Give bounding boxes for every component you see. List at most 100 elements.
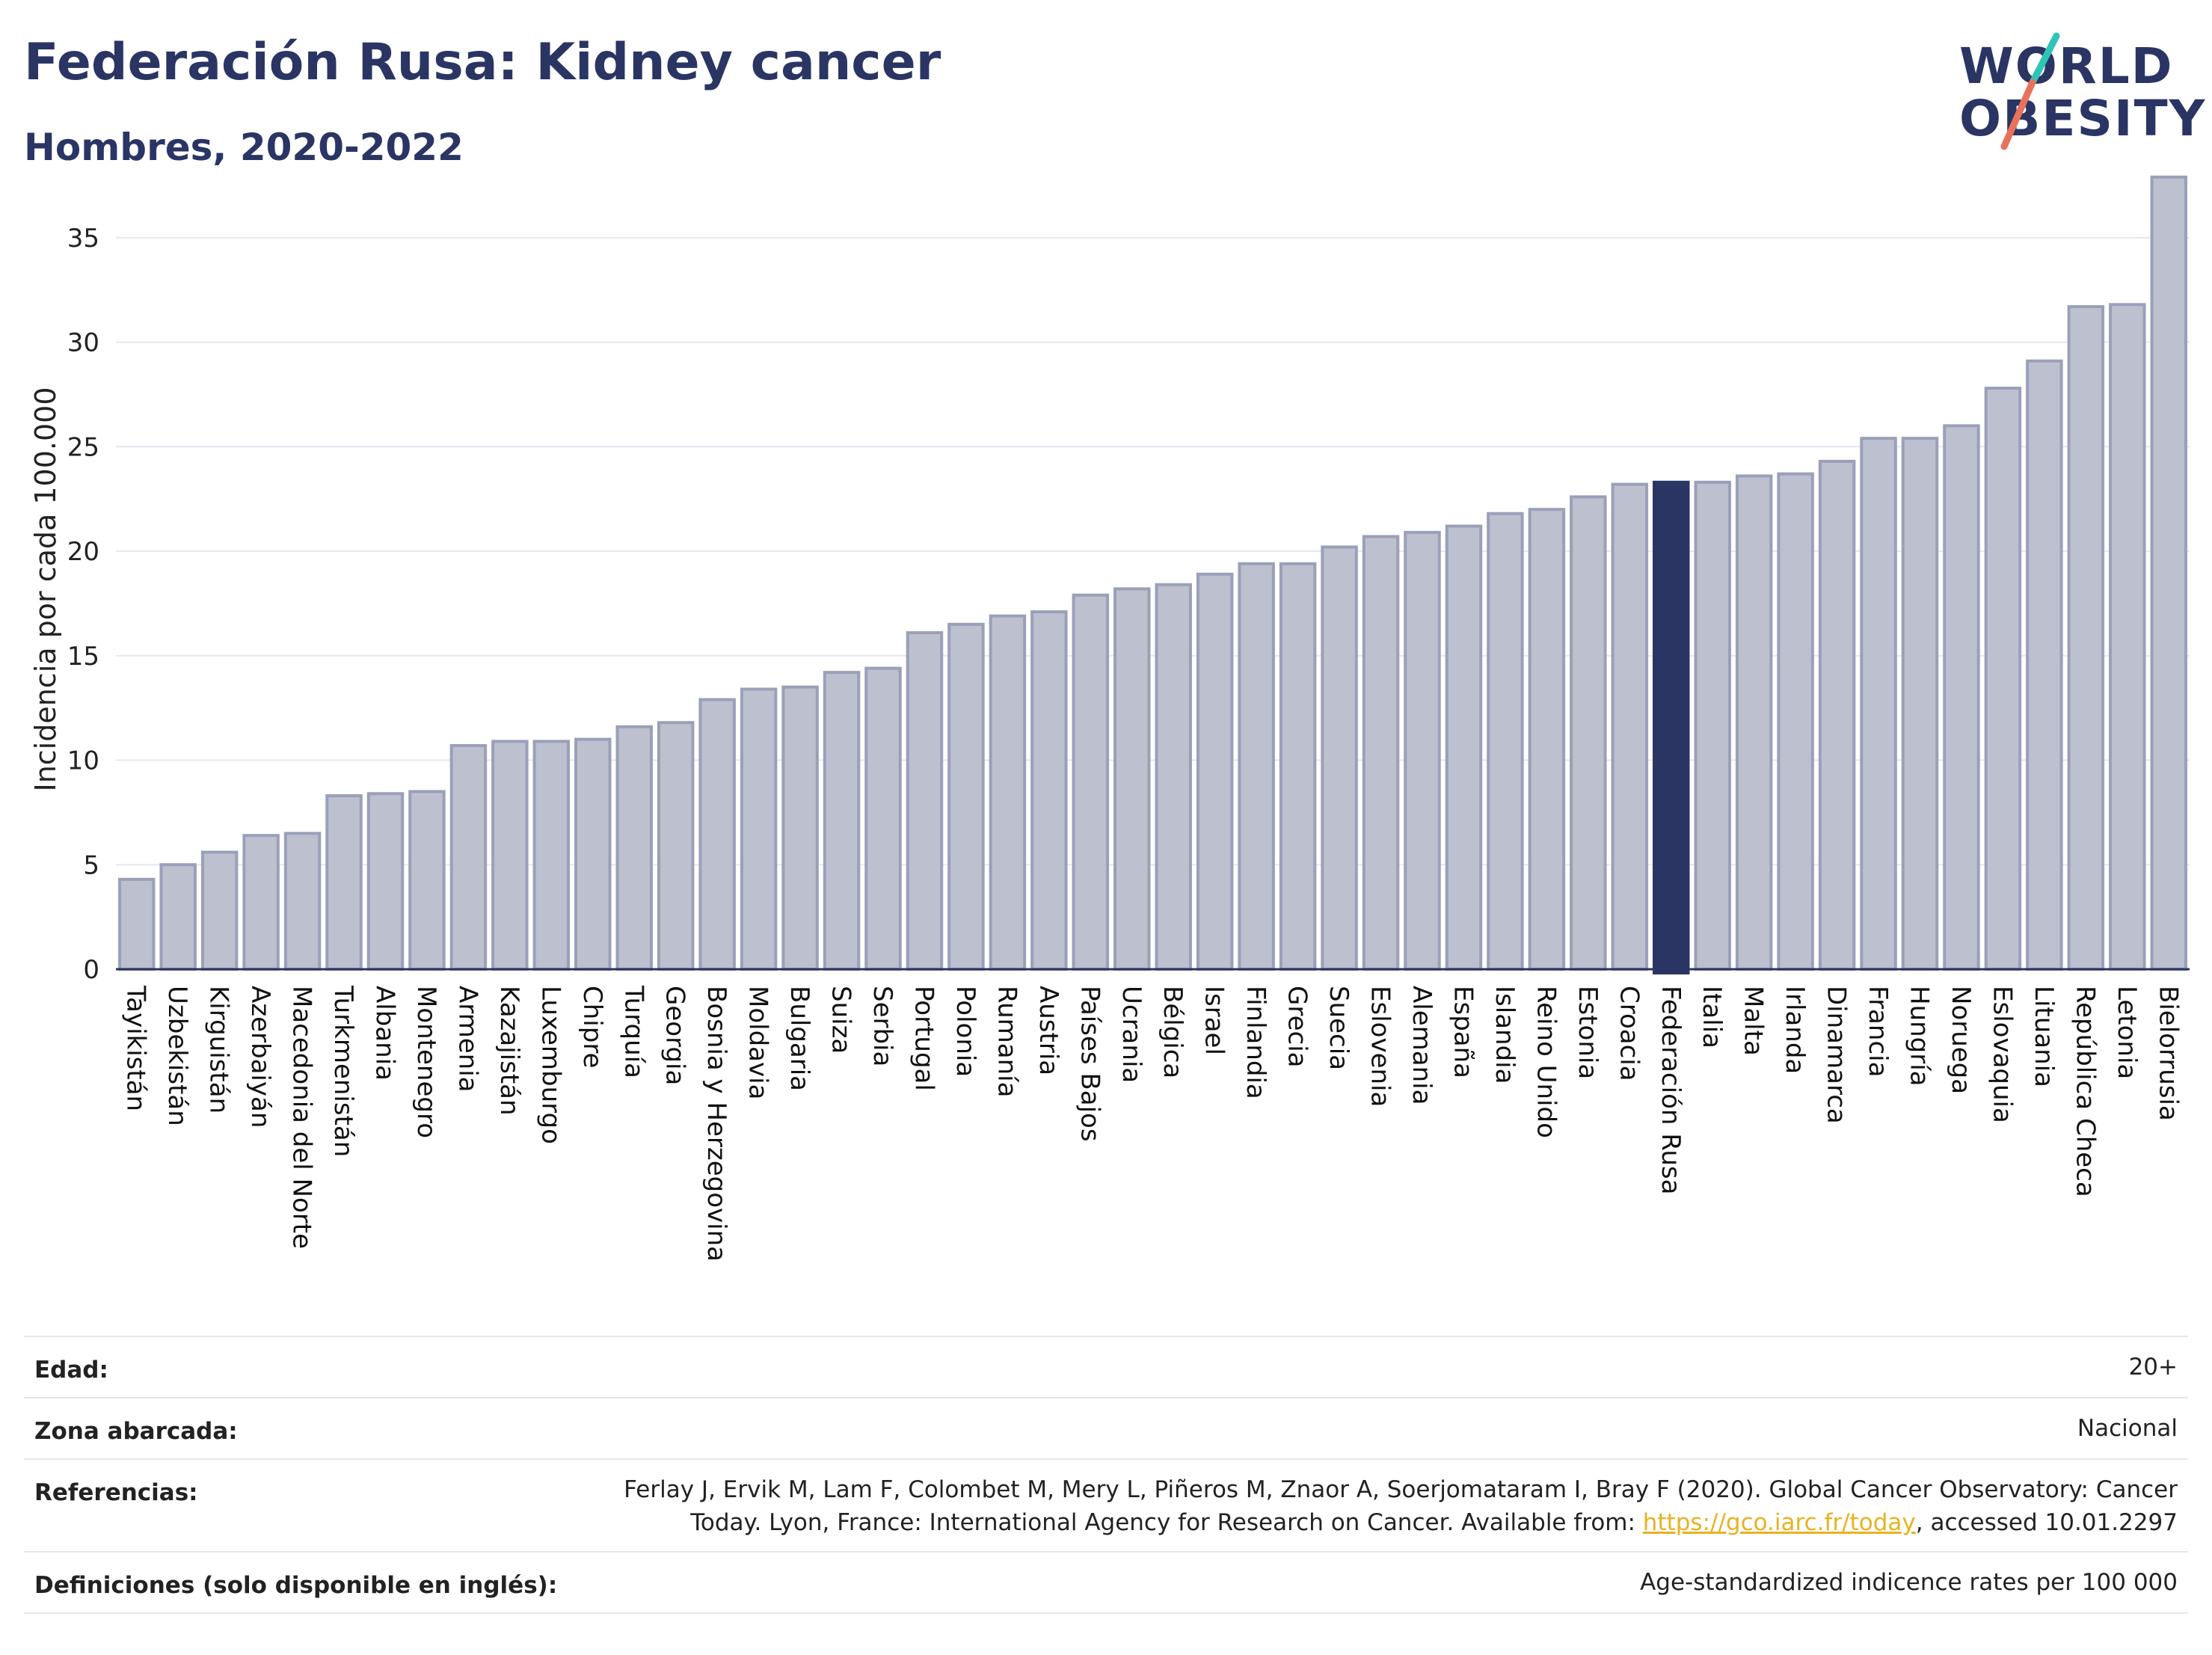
bar-rumanía xyxy=(989,614,1027,971)
y-tick-label: 25 xyxy=(67,432,99,462)
x-tick-label: Alemania xyxy=(1407,986,1437,1105)
x-tick-label: Rumanía xyxy=(992,986,1021,1097)
bar-serbia xyxy=(864,666,902,971)
bar-república-checa xyxy=(2067,305,2105,971)
y-tick-label: 10 xyxy=(67,746,99,776)
bar-estonia xyxy=(1570,495,1607,971)
footer-value: Age-standardized indicence rates per 100… xyxy=(1640,1569,2178,1596)
bar-portugal xyxy=(906,631,944,971)
bar-grecia xyxy=(1279,562,1317,971)
x-tick-label: Austria xyxy=(1033,986,1063,1075)
x-tick-label: Bélgica xyxy=(1158,986,1188,1078)
x-tick-label: Bosnia y Herzegovina xyxy=(701,986,731,1262)
footer-row-zone: Zona abarcada: Nacional xyxy=(24,1397,2188,1458)
page-subtitle: Hombres, 2020-2022 xyxy=(24,126,464,169)
bar-hungría xyxy=(1901,437,1939,971)
bar-francia xyxy=(1860,437,1897,971)
reference-text: Ferlay J, Ervik M, Lam F, Colombet M, Me… xyxy=(624,1476,2178,1536)
bar-croacia xyxy=(1611,482,1649,971)
bar-suecia xyxy=(1321,545,1358,971)
footer-label: Zona abarcada: xyxy=(34,1418,238,1445)
bar-albania xyxy=(366,792,405,971)
x-tick-label: Polonia xyxy=(950,986,980,1077)
bar-letonia xyxy=(2109,303,2146,971)
y-tick-label: 20 xyxy=(67,537,99,567)
bar-moldavia xyxy=(740,687,778,971)
x-tick-label: Francia xyxy=(1863,986,1893,1077)
bar-ucrania xyxy=(1113,587,1151,971)
bar-malta xyxy=(1735,474,1773,971)
bar-kazajistán xyxy=(491,740,529,971)
bar-uzbekistán xyxy=(159,863,197,971)
y-tick-label: 15 xyxy=(67,642,99,672)
x-tick-label: Islandia xyxy=(1490,986,1520,1084)
x-tick-label: Malta xyxy=(1739,986,1769,1056)
footer-table: Edad: 20+ Zona abarcada: Nacional Refere… xyxy=(24,1336,2188,1614)
bar-eslovaquia xyxy=(1984,387,2022,971)
bar-kirguistán xyxy=(200,850,239,971)
x-tick-label: Montenegro xyxy=(411,986,441,1138)
x-tick-label: Turkmenistán xyxy=(328,985,358,1157)
bar-noruega xyxy=(1943,424,1980,971)
bar-lituania xyxy=(2026,359,2063,971)
bar-montenegro xyxy=(408,790,446,971)
x-tick-label: Croacia xyxy=(1614,986,1644,1081)
bar-chart: 0 5 10 15 20 25 30 35 Incidencia por cada 100.00… xyxy=(29,175,2190,1262)
bar-chipre xyxy=(574,737,612,971)
x-tick-label: Dinamarca xyxy=(1822,986,1852,1124)
x-tick-label: Lituania xyxy=(2029,986,2059,1087)
bar-españa xyxy=(1445,524,1483,971)
bar-azerbaiyán xyxy=(242,834,280,971)
x-tick-label: Bulgaria xyxy=(784,986,814,1091)
x-tick-label: Chipre xyxy=(577,986,607,1068)
x-tick-label: Países Bajos xyxy=(1075,986,1105,1142)
x-tick-label: Portugal xyxy=(909,986,938,1091)
footer-value: 20+ xyxy=(2128,1354,2178,1381)
y-tick-label: 0 xyxy=(83,955,99,985)
bar-polonia xyxy=(947,622,985,971)
bar-armenia xyxy=(449,743,488,971)
x-tick-label: Hungría xyxy=(1905,986,1935,1087)
footer-label: Edad: xyxy=(34,1357,108,1384)
bar-países-bajos xyxy=(1072,593,1110,971)
x-tick-label: Israel xyxy=(1199,986,1229,1055)
bar-suiza xyxy=(823,671,861,971)
footer-row-references: Referencias: Ferlay J, Ervik M, Lam F, C… xyxy=(24,1458,2188,1551)
y-tick-label: 5 xyxy=(83,850,99,880)
x-tick-label: Macedonia del Norte xyxy=(287,986,317,1249)
reference-link[interactable]: https://gco.iarc.fr/today xyxy=(1642,1509,1916,1536)
x-tick-label: Noruega xyxy=(1946,986,1976,1094)
x-tick-label: Moldavia xyxy=(743,986,773,1099)
logo-line-1: WORLD xyxy=(1959,37,2174,95)
x-tick-label: Armenia xyxy=(452,986,482,1093)
bar-georgia xyxy=(657,721,695,971)
x-tick-label: Finlandia xyxy=(1241,986,1271,1099)
bar-irlanda xyxy=(1777,472,1814,971)
bar-turkmenistán xyxy=(325,794,363,971)
bar-italia xyxy=(1694,480,1731,971)
x-tick-label: Tayikistán xyxy=(121,985,151,1111)
x-tick-label: Serbia xyxy=(867,986,897,1066)
x-tick-label: Federación Rusa xyxy=(1656,986,1686,1194)
bar-reino-unido xyxy=(1528,508,1566,971)
x-tick-label: Letonia xyxy=(2112,986,2142,1079)
x-tick-label: Bielorrusia xyxy=(2153,986,2183,1121)
x-tick-label: Eslovaquia xyxy=(1987,986,2017,1123)
bar-tayikistán xyxy=(117,877,156,971)
logo-line-2: OBESITY xyxy=(1959,90,2207,147)
world-obesity-logo: WORLD OBESITY xyxy=(1944,27,2205,162)
bar-bulgaria xyxy=(781,685,819,971)
x-tick-label: Kirguistán xyxy=(204,986,234,1114)
reference-accessed: , accessed 10.01.2297 xyxy=(1915,1509,2178,1536)
y-tick-label: 35 xyxy=(67,224,99,254)
bar-bélgica xyxy=(1155,583,1192,971)
x-tick-label: Suecia xyxy=(1324,986,1354,1070)
bar-islandia xyxy=(1487,512,1524,971)
x-tick-label: Italia xyxy=(1697,986,1727,1048)
footer-row-definitions: Definiciones (solo disponible en inglés)… xyxy=(24,1551,2188,1614)
x-tick-label: Eslovenia xyxy=(1365,986,1395,1107)
bar-austria xyxy=(1030,610,1068,971)
x-tick-label: Azerbaiyán xyxy=(245,986,275,1128)
bar-israel xyxy=(1196,572,1234,971)
footer-value: Nacional xyxy=(2077,1415,2178,1442)
